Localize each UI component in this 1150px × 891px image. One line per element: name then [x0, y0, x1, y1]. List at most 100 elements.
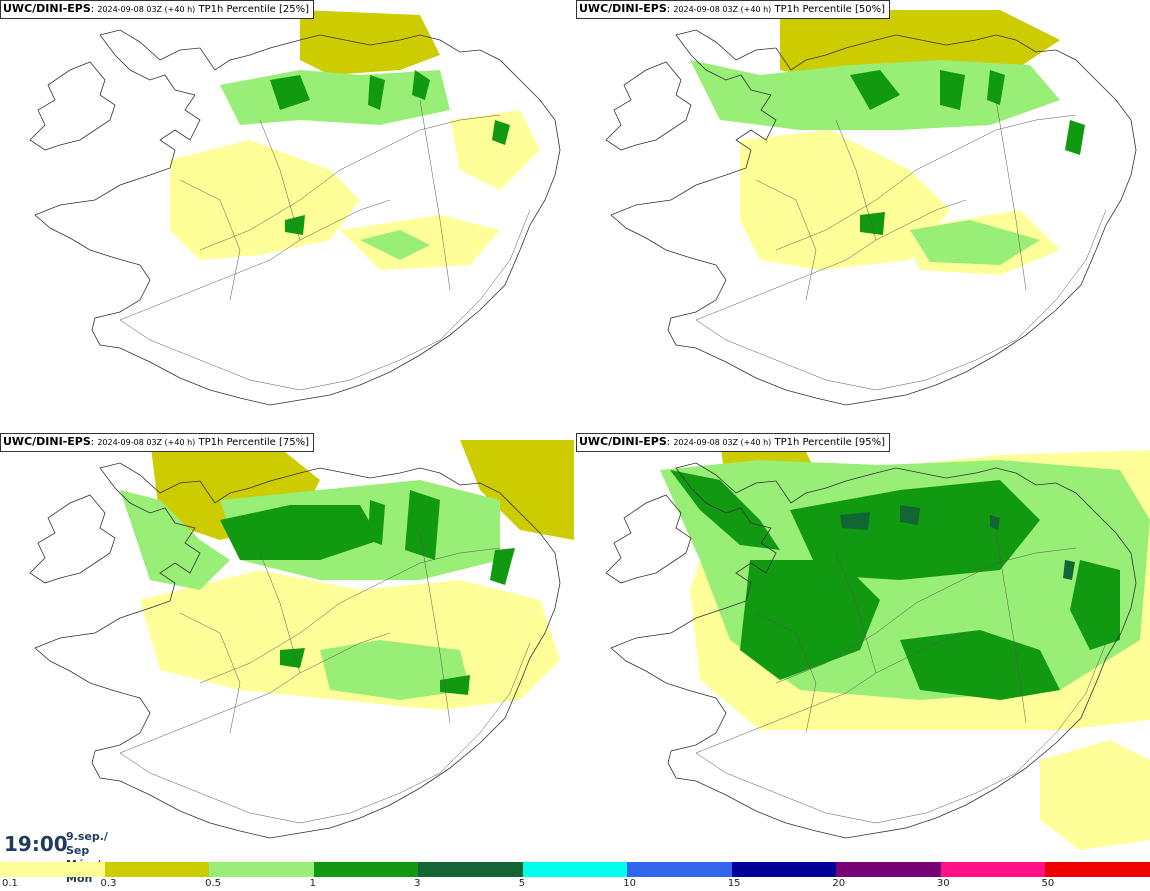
precip-contour [1040, 740, 1150, 850]
colorbar-swatch [209, 862, 314, 877]
precip-contour [850, 70, 900, 110]
road-line [419, 99, 451, 291]
road-line [259, 119, 301, 241]
colorbar-tick-label: 1 [309, 878, 316, 889]
colorbar-swatch [313, 862, 419, 877]
precip-map [29, 440, 574, 839]
precip-contour [740, 560, 880, 680]
model-name: UWC/DINI-EPS [3, 435, 91, 448]
precip-contour [860, 212, 885, 235]
road-line [179, 612, 241, 734]
coastline [605, 494, 692, 584]
colorbar-swatches [0, 862, 1150, 877]
coastline [605, 61, 692, 151]
field-name: TP1h Percentile [25%] [198, 4, 310, 15]
colorbar-swatch [0, 862, 105, 877]
field-name: TP1h Percentile [75%] [198, 437, 310, 448]
precip-contour [840, 512, 870, 530]
precip-contour [910, 220, 1040, 265]
colorbar-tick-label: 30 [936, 878, 950, 889]
colorbar-legend: 0.1 0.3 0.5 1 3 5 10 15 20 30 50 [0, 862, 1150, 891]
road-line [119, 632, 391, 754]
valid-clock: 19:00 [4, 832, 68, 856]
road-line [419, 532, 451, 724]
precip-contour [492, 120, 510, 145]
valid-date-line1: 9.sep./ Sep [66, 830, 108, 857]
model-name: UWC/DINI-EPS [579, 435, 667, 448]
precip-contour [1063, 560, 1075, 580]
precip-contour [990, 515, 1000, 530]
coastline [34, 462, 561, 839]
colorbar-tick-label: 0.3 [100, 878, 117, 889]
precip-contour [368, 75, 385, 110]
precip-map [605, 440, 1150, 850]
colorbar-swatch [731, 862, 837, 877]
coastline [29, 494, 116, 584]
precip-contour [270, 75, 310, 110]
precip-contour [940, 70, 965, 110]
colorbar-swatch [940, 862, 1046, 877]
panel-title: UWC/DINI-EPS: 2024-09-08 03Z (+40 h) TP1… [0, 0, 315, 19]
field-name: TP1h Percentile [95%] [774, 437, 886, 448]
precip-contour [900, 505, 920, 525]
precip-contour [170, 140, 360, 260]
road-line [695, 632, 967, 754]
road-line [835, 119, 877, 241]
colorbar-tick-label: 0.1 [2, 878, 18, 889]
road-line [119, 199, 391, 321]
road-line [695, 199, 967, 321]
road-line [119, 209, 531, 391]
precip-contour [1065, 120, 1085, 155]
precip-contour [440, 675, 470, 695]
road-line [695, 642, 1107, 824]
precip-contour [1070, 560, 1120, 650]
precip-contour [285, 215, 305, 235]
panel-title: UWC/DINI-EPS: 2024-09-08 03Z (+40 h) TP1… [576, 433, 891, 452]
road-line [259, 552, 301, 674]
road-line [119, 642, 531, 824]
map-panel-p95: UWC/DINI-EPS: 2024-09-08 03Z (+40 h) TP1… [576, 433, 1150, 865]
precip-contour [320, 640, 470, 700]
precip-contour [300, 10, 440, 75]
run-time: 2024-09-08 03Z (+40 h) [673, 5, 772, 14]
precip-contour [670, 470, 780, 550]
precip-contour [405, 490, 440, 560]
colorbar-swatch [104, 862, 210, 877]
model-name: UWC/DINI-EPS [3, 2, 91, 15]
coastline [610, 29, 1137, 406]
road-line [179, 179, 241, 301]
map-panel-p50: UWC/DINI-EPS: 2024-09-08 03Z (+40 h) TP1… [576, 0, 1150, 432]
colorbar-tick-label: 15 [727, 878, 741, 889]
road-line [835, 552, 877, 674]
precip-contour [450, 110, 540, 190]
precip-contour [740, 130, 950, 270]
road-line [775, 114, 1077, 251]
run-time: 2024-09-08 03Z (+40 h) [673, 438, 772, 447]
field-name: TP1h Percentile [50%] [774, 4, 886, 15]
colorbar-swatch [1045, 862, 1150, 877]
colorbar-swatch [627, 862, 732, 877]
map-panel-p25: UWC/DINI-EPS: 2024-09-08 03Z (+40 h) TP1… [0, 0, 574, 432]
colorbar-tick-label: 10 [623, 878, 636, 889]
coastline [610, 462, 1137, 839]
colorbar-ticks: 0.1 0.3 0.5 1 3 5 10 15 20 30 50 [0, 877, 1150, 891]
colorbar-tick-label: 5 [518, 878, 526, 889]
road-line [755, 179, 817, 301]
panel-title: UWC/DINI-EPS: 2024-09-08 03Z (+40 h) TP1… [576, 0, 891, 19]
road-line [995, 532, 1027, 724]
road-line [755, 612, 817, 734]
coastline [34, 29, 561, 406]
model-name: UWC/DINI-EPS [579, 2, 667, 15]
precip-contour [460, 440, 574, 540]
precip-contour [120, 490, 230, 590]
precip-contour [368, 500, 385, 545]
colorbar-tick-label: 0.5 [205, 878, 221, 889]
map-panel-p75: UWC/DINI-EPS: 2024-09-08 03Z (+40 h) TP1… [0, 433, 574, 865]
precip-contour [987, 70, 1005, 105]
precip-contour [490, 548, 515, 585]
precip-map [605, 10, 1137, 406]
colorbar-tick-label: 3 [414, 878, 421, 889]
run-time: 2024-09-08 03Z (+40 h) [97, 5, 196, 14]
precip-contour [790, 480, 1040, 580]
road-line [199, 547, 501, 684]
